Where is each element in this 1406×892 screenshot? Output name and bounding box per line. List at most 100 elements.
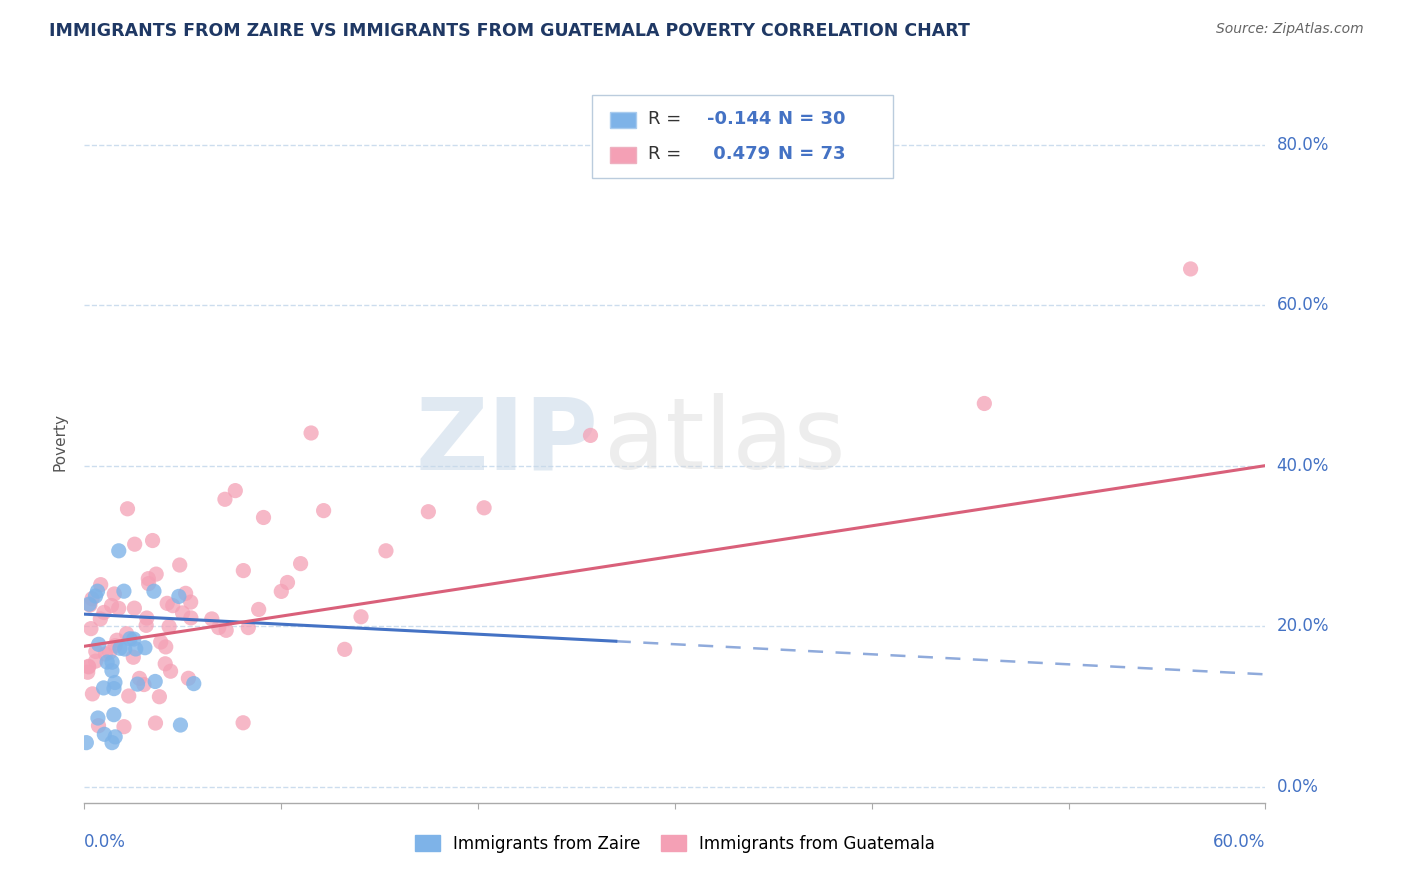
Point — [299, 425, 322, 440]
Point — [90, 577, 112, 591]
Point — [103, 681, 125, 696]
Point — [127, 677, 149, 691]
Point — [125, 641, 148, 656]
Point — [80, 591, 103, 606]
Point — [174, 586, 197, 600]
Point — [149, 635, 172, 649]
Point — [208, 621, 231, 635]
Legend: Immigrants from Zaire, Immigrants from Guatemala: Immigrants from Zaire, Immigrants from G… — [408, 828, 942, 860]
Point — [157, 619, 180, 633]
Text: N = 30: N = 30 — [778, 110, 845, 128]
Point — [201, 612, 224, 626]
Point — [132, 677, 155, 691]
Point — [76, 665, 98, 680]
Text: Source: ZipAtlas.com: Source: ZipAtlas.com — [1216, 22, 1364, 37]
Point — [103, 587, 125, 601]
Point — [115, 626, 138, 640]
Point — [276, 575, 298, 590]
Point — [135, 618, 157, 632]
Point — [86, 584, 108, 599]
Text: 0.0%: 0.0% — [84, 833, 127, 851]
Point — [77, 659, 100, 673]
Point — [93, 606, 115, 620]
Point — [180, 595, 202, 609]
Point — [100, 599, 122, 613]
Point — [104, 730, 127, 744]
Point — [128, 672, 150, 686]
Point — [333, 642, 356, 657]
Point — [94, 647, 117, 661]
Point — [101, 664, 124, 678]
Point — [148, 690, 170, 704]
Text: IMMIGRANTS FROM ZAIRE VS IMMIGRANTS FROM GUATEMALA POVERTY CORRELATION CHART: IMMIGRANTS FROM ZAIRE VS IMMIGRANTS FROM… — [49, 22, 970, 40]
Text: 80.0%: 80.0% — [1277, 136, 1329, 153]
Text: -0.144: -0.144 — [707, 110, 770, 128]
Point — [159, 664, 181, 678]
Point — [270, 584, 292, 599]
Point — [122, 632, 145, 646]
Point — [108, 641, 131, 656]
Point — [215, 624, 238, 638]
Point — [247, 602, 270, 616]
Point — [107, 601, 129, 615]
Point — [75, 736, 97, 750]
Point — [114, 642, 136, 657]
Point — [224, 483, 246, 498]
Point — [155, 657, 177, 671]
Point — [89, 612, 111, 626]
Point — [142, 584, 165, 599]
Point — [136, 572, 159, 586]
Point — [169, 718, 191, 732]
Point — [145, 716, 167, 731]
Point — [579, 428, 602, 442]
Point — [118, 689, 141, 703]
Point — [112, 584, 135, 599]
Point — [169, 558, 191, 572]
Point — [103, 707, 125, 722]
Point — [84, 644, 107, 658]
Point — [124, 601, 146, 615]
Text: 60.0%: 60.0% — [1277, 296, 1329, 314]
Text: R =: R = — [648, 145, 686, 163]
Point — [142, 533, 165, 548]
Point — [80, 622, 103, 636]
Point — [312, 503, 335, 517]
Text: 60.0%: 60.0% — [1213, 833, 1265, 851]
Text: N = 73: N = 73 — [778, 145, 845, 163]
Point — [214, 492, 236, 507]
Point — [101, 736, 124, 750]
Point — [118, 632, 141, 646]
Point — [238, 621, 260, 635]
Point — [180, 611, 202, 625]
FancyBboxPatch shape — [610, 147, 636, 163]
Point — [93, 681, 115, 695]
Point — [374, 543, 396, 558]
Text: 0.479: 0.479 — [707, 145, 770, 163]
FancyBboxPatch shape — [592, 95, 893, 178]
Point — [472, 500, 495, 515]
Point — [87, 637, 110, 651]
Point — [167, 590, 190, 604]
Text: ZIP: ZIP — [415, 393, 598, 490]
Point — [135, 611, 157, 625]
Point — [79, 598, 101, 612]
Point — [156, 596, 179, 610]
Point — [112, 720, 135, 734]
Point — [232, 564, 254, 578]
Point — [77, 597, 100, 611]
Text: atlas: atlas — [605, 393, 845, 490]
Point — [77, 660, 100, 674]
Point — [1180, 261, 1202, 276]
Point — [134, 640, 156, 655]
Point — [87, 711, 110, 725]
Point — [138, 576, 160, 591]
Point — [122, 650, 145, 665]
Point — [232, 715, 254, 730]
Point — [93, 727, 115, 741]
Point — [290, 557, 312, 571]
Point — [105, 633, 128, 648]
Point — [155, 640, 177, 654]
Point — [162, 599, 184, 613]
FancyBboxPatch shape — [610, 112, 636, 128]
Point — [104, 639, 127, 653]
